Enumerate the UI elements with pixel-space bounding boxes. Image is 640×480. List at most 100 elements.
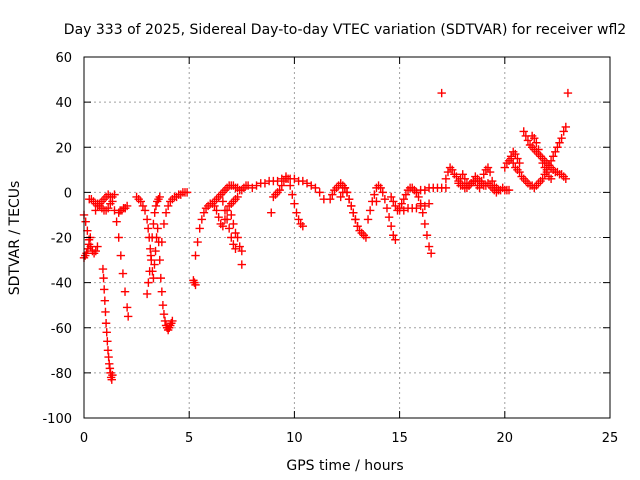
data-point xyxy=(370,190,379,199)
data-point xyxy=(561,122,571,132)
data-point xyxy=(98,264,108,274)
data-point xyxy=(157,237,167,247)
data-point xyxy=(391,201,400,211)
data-point xyxy=(197,215,207,224)
data-point xyxy=(418,208,427,217)
data-point xyxy=(551,147,560,156)
data-point xyxy=(401,190,411,199)
data-point xyxy=(546,174,556,184)
data-point xyxy=(108,197,117,206)
data-point xyxy=(506,152,516,161)
data-point xyxy=(513,154,522,163)
data-point xyxy=(145,267,154,276)
data-point xyxy=(91,206,100,215)
data-point xyxy=(382,203,392,213)
data-point xyxy=(424,199,434,208)
data-point xyxy=(193,237,202,247)
data-point xyxy=(160,316,170,326)
data-point xyxy=(120,287,130,296)
data-point xyxy=(283,174,293,184)
data-point xyxy=(100,296,110,305)
data-point xyxy=(412,203,421,213)
data-point xyxy=(389,197,398,206)
data-point xyxy=(243,181,253,190)
data-point xyxy=(559,127,568,136)
data-point xyxy=(536,152,545,161)
data-point xyxy=(101,307,110,317)
data-point xyxy=(227,210,236,220)
data-point xyxy=(511,149,520,159)
data-point xyxy=(168,316,177,326)
data-point xyxy=(361,233,371,242)
data-point xyxy=(156,273,165,283)
data-point xyxy=(155,255,164,265)
data-point xyxy=(195,224,204,233)
axis-ticks: -100 -80 -60 -40 -20 0 20 40 60 0 5 10 15 20 25 xyxy=(42,51,618,446)
data-point xyxy=(519,127,528,136)
data-point xyxy=(149,219,158,229)
y-tick-label: 0 xyxy=(64,186,72,201)
data-point xyxy=(515,167,524,177)
data-point xyxy=(475,183,484,193)
data-point xyxy=(83,226,92,235)
data-point xyxy=(311,183,320,193)
data-point xyxy=(146,251,156,260)
data-point xyxy=(441,174,451,184)
data-point xyxy=(391,235,400,244)
data-point xyxy=(420,201,430,211)
chart-title: Day 333 of 2025, Sidereal Day-to-day VTE… xyxy=(64,22,626,38)
data-point xyxy=(500,163,509,172)
data-point xyxy=(214,212,223,222)
data-point xyxy=(412,188,421,197)
data-point xyxy=(384,212,394,222)
data-point xyxy=(548,152,558,161)
data-point xyxy=(288,190,297,199)
data-point xyxy=(142,289,152,299)
data-point xyxy=(344,194,354,204)
data-point xyxy=(534,145,543,154)
data-point xyxy=(99,285,109,294)
y-tick-label: -100 xyxy=(42,412,72,427)
data-point xyxy=(199,208,209,217)
data-points xyxy=(79,88,573,384)
data-point xyxy=(150,208,159,217)
data-point xyxy=(81,217,90,226)
data-point xyxy=(231,228,240,238)
data-point xyxy=(540,163,549,172)
data-point xyxy=(479,170,488,179)
data-point xyxy=(372,197,381,206)
data-point xyxy=(140,206,150,215)
data-point xyxy=(386,222,396,231)
data-point xyxy=(389,231,398,240)
data-point xyxy=(118,269,128,278)
x-tick-label: 5 xyxy=(185,431,193,446)
data-point xyxy=(123,312,133,321)
data-point xyxy=(342,188,352,197)
data-point xyxy=(460,174,470,184)
data-point xyxy=(106,192,115,202)
y-tick-label: 40 xyxy=(55,96,72,111)
data-point xyxy=(108,370,117,380)
data-point xyxy=(515,158,524,168)
data-point xyxy=(443,167,453,177)
data-point xyxy=(136,197,146,206)
data-point xyxy=(347,201,356,211)
data-point xyxy=(532,138,541,147)
x-tick-label: 10 xyxy=(286,431,303,446)
data-point xyxy=(487,176,497,186)
data-point xyxy=(99,273,108,283)
data-point xyxy=(386,192,396,202)
data-point xyxy=(292,208,301,217)
data-point xyxy=(210,201,219,211)
data-point xyxy=(143,224,153,233)
data-point xyxy=(237,246,246,256)
data-point xyxy=(523,136,533,145)
data-point xyxy=(231,244,240,253)
data-point xyxy=(279,176,289,186)
y-tick-label: 20 xyxy=(55,141,72,156)
data-point xyxy=(233,192,242,202)
data-point xyxy=(365,206,375,215)
data-point xyxy=(397,199,406,208)
data-point xyxy=(149,273,158,283)
